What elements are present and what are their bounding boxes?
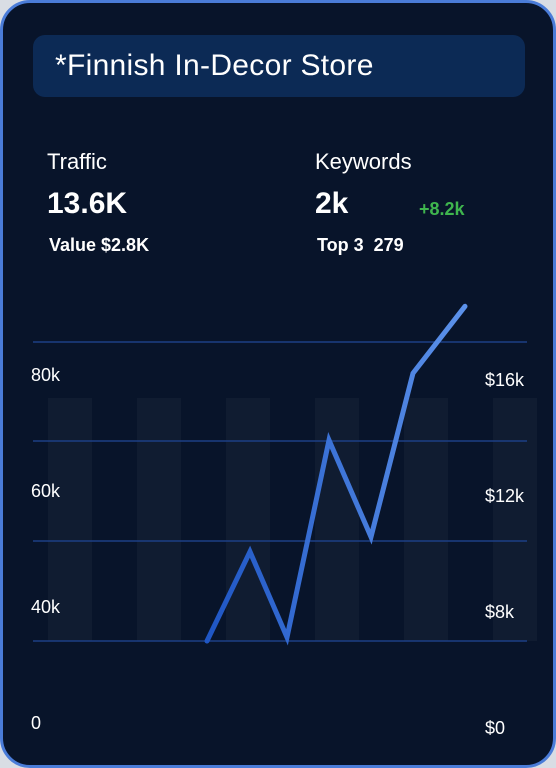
column-band xyxy=(404,398,448,641)
right-tick-label: $8k xyxy=(485,602,515,622)
column-band xyxy=(137,398,181,641)
traffic-value-sub: Value $2.8K xyxy=(49,235,150,255)
column-band xyxy=(315,398,359,641)
keywords-delta: +8.2k xyxy=(419,199,465,219)
keywords-top3: Top 3 279 xyxy=(317,235,404,255)
left-tick-label: 0 xyxy=(31,713,41,733)
keywords-label: Keywords xyxy=(315,149,412,174)
column-band xyxy=(226,398,270,641)
traffic-series-line xyxy=(204,303,468,646)
right-tick-label: $0 xyxy=(485,718,505,738)
right-tick-label: $16k xyxy=(485,370,525,390)
keywords-value: 2k xyxy=(315,187,349,220)
traffic-chart: 0 40k 60k 80k $0 $8k $12k $16k xyxy=(31,303,527,738)
site-title: *Finnish In-Decor Store xyxy=(55,49,374,82)
left-tick-label: 60k xyxy=(31,481,61,501)
title-bar: *Finnish In-Decor Store xyxy=(33,35,525,97)
left-tick-label: 80k xyxy=(31,365,61,385)
right-tick-label: $12k xyxy=(485,486,525,506)
traffic-label: Traffic xyxy=(47,149,107,174)
left-tick-label: 40k xyxy=(31,597,61,617)
traffic-value: 13.6K xyxy=(47,187,128,220)
grid-lines xyxy=(33,341,527,642)
